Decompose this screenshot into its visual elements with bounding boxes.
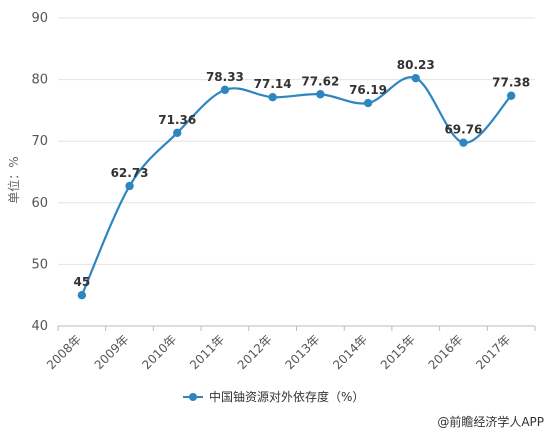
data-label: 71.36 xyxy=(158,113,196,127)
series-line xyxy=(80,76,512,296)
y-tick-label: 60 xyxy=(31,196,48,211)
data-point xyxy=(125,181,134,191)
y-axis-label: 单位：% xyxy=(6,156,21,203)
data-label: 45 xyxy=(73,275,90,289)
x-tick-label: 2009年 xyxy=(92,332,132,372)
y-tick-label: 90 xyxy=(31,11,48,26)
data-label: 77.38 xyxy=(492,76,530,90)
x-tick-label: 2017年 xyxy=(473,332,513,372)
data-label: 77.14 xyxy=(254,77,292,91)
x-tick-label: 2010年 xyxy=(139,332,179,372)
data-point xyxy=(220,85,230,95)
x-tick-label: 2013年 xyxy=(282,332,322,372)
x-tick-label: 2011年 xyxy=(187,332,227,372)
label-layer: 45 62.73 71.36 78.33 77.14 77.62 76.19 80.23 69.… xyxy=(73,58,530,289)
data-point xyxy=(77,291,87,300)
data-label: 78.33 xyxy=(206,70,244,84)
data-label: 69.76 xyxy=(444,123,482,137)
series-layer xyxy=(77,73,516,300)
y-tick-label: 70 xyxy=(31,134,48,149)
data-point xyxy=(363,98,373,108)
data-point xyxy=(411,73,420,83)
y-tick-label: 50 xyxy=(31,257,48,272)
x-tick-label: 2012年 xyxy=(235,332,275,372)
x-tick-label: 2015年 xyxy=(378,332,418,372)
data-point xyxy=(173,128,182,138)
legend-marker xyxy=(189,393,197,401)
data-label: 76.19 xyxy=(349,83,387,97)
data-point xyxy=(316,90,325,99)
data-label: 62.73 xyxy=(111,166,149,180)
data-label: 77.62 xyxy=(301,74,339,88)
x-tick-label: 2008年 xyxy=(44,332,84,372)
legend-label: 中国铀资源对外依存度（%） xyxy=(209,389,364,404)
legend: 中国铀资源对外依存度（%） xyxy=(183,389,364,404)
y-tick-label: 80 xyxy=(31,73,48,88)
data-point xyxy=(459,138,468,147)
credit-text: @前瞻经济学人APP xyxy=(437,414,544,429)
data-point xyxy=(506,91,516,100)
x-tick-label: 2014年 xyxy=(330,332,370,372)
data-point xyxy=(268,93,277,102)
y-tick-label: 40 xyxy=(31,319,48,334)
grid-layer xyxy=(58,17,535,265)
x-tick-label: 2016年 xyxy=(426,332,466,372)
data-label: 80.23 xyxy=(397,58,435,72)
